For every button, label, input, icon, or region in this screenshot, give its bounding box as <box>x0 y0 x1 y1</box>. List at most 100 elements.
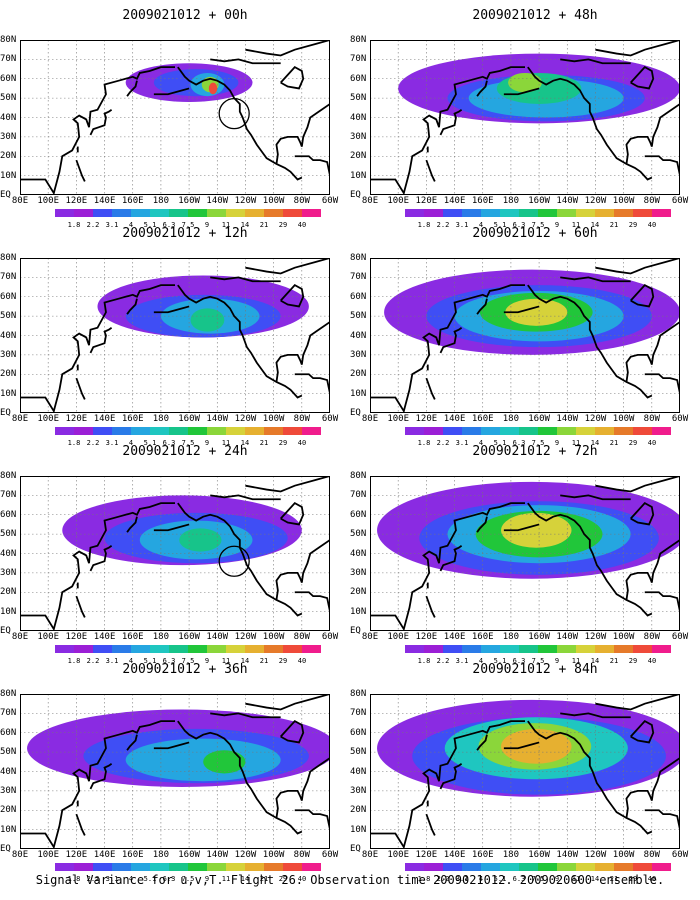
latitude-tick-label: 10N <box>350 388 367 399</box>
colorbar-level-label: 7.5 <box>181 657 195 665</box>
colorbar-swatch <box>226 209 245 217</box>
coastline <box>89 545 113 572</box>
longitude-tick-label: 180 <box>152 850 170 860</box>
colorbar-swatch <box>424 427 443 435</box>
colorbar-swatch <box>443 645 462 653</box>
colorbar-swatch <box>633 209 652 217</box>
longitude-tick-label: 100E <box>37 632 60 642</box>
colorbar-level-label: 40 <box>297 875 307 883</box>
longitude-tick-label: 140W <box>206 850 229 860</box>
colorbar-swatch <box>538 427 557 435</box>
latitude-tick-label: 60N <box>0 509 17 520</box>
colorbar-swatch <box>557 209 576 217</box>
longitude-tick-label: 120E <box>65 632 88 642</box>
colorbar-level-label: 29 <box>278 657 288 665</box>
longitude-tick-label: 160W <box>178 850 200 860</box>
colorbar-swatch <box>55 645 74 653</box>
coastline <box>280 65 305 90</box>
longitude-tick-label: 60W <box>671 850 689 860</box>
latitude-tick-label: 40N <box>0 548 17 559</box>
panel-title: 2009021012 + 48h <box>472 8 598 23</box>
colorbar-level-label: 9 <box>204 657 210 665</box>
latitude-tick-label: 20N <box>0 587 17 598</box>
map-frame <box>370 476 680 631</box>
colorbar-swatch <box>226 863 245 871</box>
longitude-tick-label: 180 <box>502 632 520 642</box>
colorbar-swatch <box>93 863 112 871</box>
colorbar-level-label: 1.8 <box>67 657 81 665</box>
latitude-tick-label: 30N <box>0 567 17 578</box>
colorbar-level-label: 11 <box>571 657 581 665</box>
colorbar-swatch <box>538 645 557 653</box>
coastline <box>370 66 525 195</box>
longitude-tick-label: 120E <box>415 414 438 424</box>
coastline <box>476 298 488 315</box>
colorbar-swatch <box>519 645 538 653</box>
colorbar-swatch <box>633 427 652 435</box>
map-frame <box>370 258 680 413</box>
coastline <box>210 712 281 719</box>
latitude-tick-label: 20N <box>0 151 17 162</box>
colorbar-level-label: 7.5 <box>181 875 195 883</box>
colorbar-level-label: 11 <box>571 221 581 229</box>
longitude-tick-label: 140W <box>556 414 579 424</box>
colorbar-swatch <box>302 427 321 435</box>
longitude-tick-label: 160E <box>121 196 144 206</box>
colorbar-swatch <box>614 427 633 435</box>
colorbar-swatch <box>500 427 519 435</box>
colorbar-swatch <box>302 645 321 653</box>
colorbar-level-label: 3.1 <box>105 439 119 447</box>
map-plot <box>20 258 330 413</box>
longitude-tick-label: 140E <box>93 414 116 424</box>
coastline <box>210 58 281 65</box>
colorbar-swatch <box>169 863 188 871</box>
colorbar-level-label: 1.8 <box>417 657 431 665</box>
colorbar-level-label: 40 <box>647 221 657 229</box>
latitude-tick-label: 10N <box>0 170 17 181</box>
longitude-tick-label: 180 <box>152 632 170 642</box>
longitude-tick-label: 120W <box>234 850 257 860</box>
colorbar-swatch <box>207 863 226 871</box>
panel-title: 2009021012 + 72h <box>472 444 598 459</box>
map-panel <box>370 476 680 631</box>
panel-title: 2009021012 + 12h <box>122 226 248 241</box>
colorbar-level-label: 2.2 <box>86 439 100 447</box>
longitude-tick-label: 80E <box>11 414 29 424</box>
colorbar-swatch <box>405 209 424 217</box>
longitude-tick-label: 100E <box>37 850 60 860</box>
figure-caption: Signal Variance for u,v,T. Flight 26. Ob… <box>35 873 665 887</box>
colorbar-swatch <box>245 427 264 435</box>
latitude-tick-label: EQ <box>0 408 11 418</box>
colorbar-level-label: 5.1 <box>493 657 507 665</box>
colorbar-swatch <box>93 427 112 435</box>
colorbar-level-label: 29 <box>278 875 288 883</box>
map-plot <box>370 476 680 631</box>
coastline <box>503 305 540 314</box>
coastline <box>280 283 305 308</box>
latitude-tick-label: 40N <box>350 330 367 341</box>
colorbar-level-label: 9 <box>204 439 210 447</box>
longitude-tick-label: 80W <box>643 196 660 206</box>
coastline <box>425 595 436 618</box>
longitude-tick-label: 180 <box>502 196 520 206</box>
colorbar-level-label: 6.3 <box>162 439 176 447</box>
coastline <box>595 258 680 275</box>
colorbar-level-label: 4 <box>128 221 134 229</box>
variance-contour-3 <box>203 750 246 774</box>
map-plot <box>20 40 330 195</box>
colorbar-level-label: 2.2 <box>436 439 450 447</box>
colorbar-swatch <box>74 645 93 653</box>
latitude-tick-label: 70N <box>350 708 367 719</box>
coastline <box>644 373 680 394</box>
colorbar-level-label: 6.3 <box>512 439 526 447</box>
map-plot <box>20 694 330 849</box>
longitude-tick-label: 60W <box>321 196 339 206</box>
colorbar-swatch <box>424 645 443 653</box>
coastline <box>503 523 540 532</box>
map-frame <box>20 694 330 849</box>
latitude-tick-label: 60N <box>0 727 17 738</box>
coastline <box>153 741 190 750</box>
colorbar-level-label: 14 <box>590 221 600 229</box>
colorbar-swatch <box>283 209 302 217</box>
longitude-tick-label: 80W <box>293 632 310 642</box>
